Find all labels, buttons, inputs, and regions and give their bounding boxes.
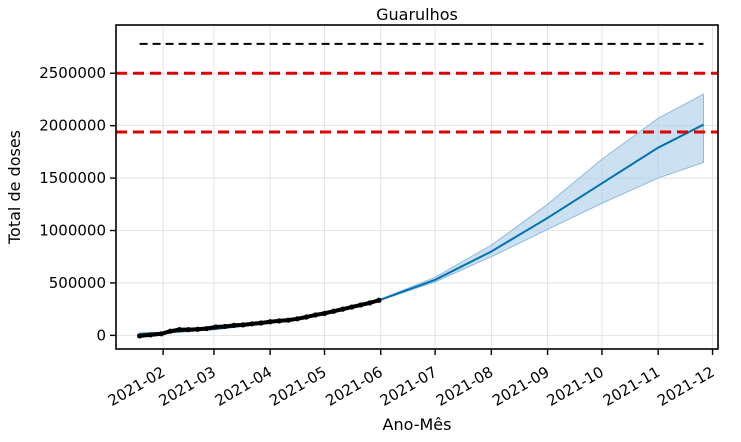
observed-point (376, 297, 382, 303)
y-tick-label: 500000 (49, 274, 106, 292)
x-tick-label: 2021-07 (377, 363, 440, 410)
x-tick-label: 2021-10 (544, 363, 607, 410)
observed-point (231, 322, 237, 329)
observed-point (276, 318, 282, 324)
plot-frame (115, 24, 719, 350)
x-tick-label: 2021-04 (212, 363, 275, 410)
observed-point (340, 306, 346, 312)
uncertainty-band (380, 93, 704, 301)
observed-point (258, 320, 264, 326)
observed-point (249, 321, 255, 327)
y-axis-label: Total de doses (5, 130, 24, 245)
observed-point (358, 302, 364, 308)
observed-point (367, 300, 373, 306)
observed-point (147, 332, 154, 338)
observed-point (158, 331, 164, 337)
observed-point (267, 319, 273, 325)
x-tick-label: 2021-06 (322, 363, 385, 410)
x-tick-label: 2021-02 (105, 363, 168, 410)
y-tick-label: 0 (96, 326, 106, 344)
observed-point (285, 317, 291, 323)
observed-trace (137, 298, 381, 338)
y-tick-label: 2500000 (39, 64, 106, 82)
y-tick-label: 2000000 (39, 117, 106, 135)
x-tick-label: 2021-12 (654, 363, 717, 410)
chart-title: Guarulhos (376, 5, 458, 24)
plot-layer: 2021-022021-032021-042021-052021-062021-… (39, 24, 719, 410)
x-tick-label: 2021-05 (266, 363, 329, 410)
y-tick-label: 1500000 (39, 169, 106, 187)
x-tick-label: 2021-11 (600, 363, 663, 410)
observed-point (167, 328, 173, 334)
observed-point (185, 327, 192, 333)
observed-point (321, 310, 328, 316)
observed-point (303, 314, 309, 320)
x-axis-label: Ano-Mês (383, 415, 452, 434)
x-tick-label: 2021-08 (433, 363, 496, 410)
observed-point (294, 316, 300, 322)
observed-point (240, 322, 246, 328)
y-tick-label: 1000000 (39, 222, 106, 240)
x-tick-label: 2021-03 (156, 363, 219, 410)
observed-point (222, 323, 228, 330)
observed-point (213, 324, 219, 330)
observed-point (330, 308, 337, 314)
observed-point (204, 325, 210, 332)
observed-point (312, 312, 319, 318)
x-tick-label: 2021-09 (489, 363, 552, 410)
observed-point (136, 333, 143, 339)
observed-point (349, 304, 355, 310)
observed-point (194, 326, 201, 332)
observed-point (176, 327, 183, 333)
